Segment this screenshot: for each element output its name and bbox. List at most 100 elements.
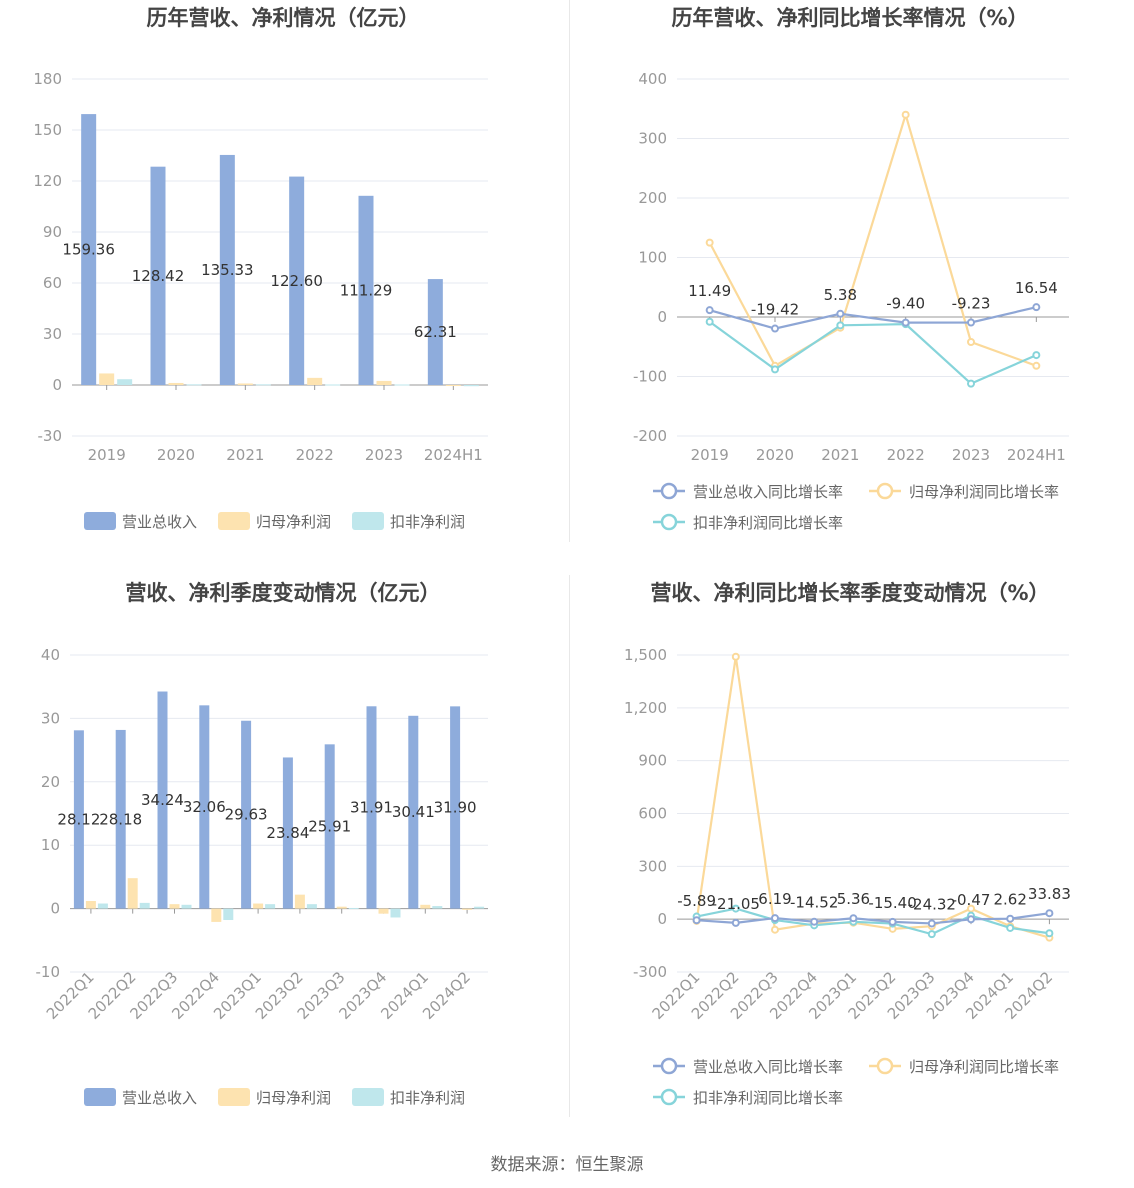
data-label: 135.33 — [201, 261, 254, 279]
y-tick-label: 0 — [50, 900, 60, 918]
bar-deducted-profit — [255, 384, 271, 386]
bar-net-profit — [127, 878, 138, 909]
bar-deducted-profit — [97, 903, 108, 909]
series-line-deducted-profit-growth — [696, 907, 1050, 936]
point-deducted-profit-growth — [836, 321, 845, 330]
legend-label: 归母净利润同比增长率 — [909, 1058, 1059, 1076]
y-tick-label: 900 — [638, 752, 667, 770]
bar-revenue — [282, 757, 293, 909]
x-tick-label: 2024H1 — [1007, 446, 1066, 464]
data-label: 31.91 — [350, 798, 393, 816]
bar-deducted-profit — [390, 908, 401, 918]
data-label: 62.31 — [414, 323, 457, 341]
bar-revenue — [73, 730, 84, 909]
legend-marker — [660, 513, 678, 531]
chart-title: 营收、净利同比增长率季度变动情况（%） — [650, 581, 1049, 605]
series-line-net-profit-growth — [695, 656, 1050, 939]
data-label: 5.36 — [837, 890, 870, 908]
data-label: -21.05 — [712, 895, 760, 913]
point-revenue-growth — [771, 324, 779, 333]
y-tick-label: 400 — [638, 70, 667, 88]
data-label: 6.19 — [758, 890, 791, 908]
point-revenue-growth — [836, 309, 845, 318]
bar-revenue — [157, 691, 168, 909]
legend-label: 扣非净利润同比增长率 — [693, 1089, 843, 1107]
point-net-profit-growth — [731, 652, 740, 661]
point-net-profit-growth — [967, 904, 975, 913]
bar-revenue — [450, 706, 461, 909]
bar-deducted-profit — [181, 904, 192, 909]
point-revenue-growth — [849, 914, 858, 923]
point-revenue-growth — [901, 318, 910, 327]
bar-revenue — [81, 114, 97, 385]
legend-label: 营业总收入 — [122, 1089, 197, 1107]
legend-swatch — [84, 512, 116, 530]
data-label: 111.29 — [340, 281, 393, 299]
y-tick-label: -300 — [633, 963, 667, 981]
y-tick-label: 1,500 — [624, 646, 667, 664]
legend-swatch — [218, 512, 250, 530]
bar-revenue — [408, 715, 419, 909]
bar-revenue — [358, 195, 374, 385]
point-revenue-growth — [967, 318, 975, 327]
bar-net-profit — [378, 908, 389, 914]
legend-marker — [876, 1057, 894, 1075]
point-revenue-growth — [1045, 909, 1054, 918]
legend-label: 扣非净利润 — [390, 1089, 465, 1107]
chart-title: 历年营收、净利同比增长率情况（%） — [671, 6, 1028, 30]
series-line-deducted-profit-growth — [709, 320, 1037, 385]
chart-title: 历年营收、净利情况（亿元） — [147, 6, 420, 30]
bar-deducted-profit — [432, 906, 443, 909]
series-line-net-profit-growth — [708, 110, 1037, 368]
point-revenue-growth — [705, 306, 714, 315]
y-tick-label: 1,200 — [624, 699, 667, 717]
legend-swatch — [84, 1088, 116, 1106]
data-label: 23.84 — [266, 824, 309, 842]
data-label: -24.32 — [908, 895, 956, 913]
bar-deducted-profit — [348, 907, 359, 909]
data-label: 28.18 — [99, 810, 142, 828]
point-revenue-growth — [967, 915, 975, 924]
legend-swatch — [352, 512, 384, 530]
series-line-revenue-growth — [709, 306, 1037, 330]
chart-annual-revenue-profit-svg: 历年营收、净利情况（亿元） -30 0 30 60 90 120 150 180 2019 2020… — [33, 6, 488, 531]
point-revenue-growth — [1032, 303, 1041, 312]
legend-label: 扣非净利润 — [390, 513, 465, 531]
bar-revenue — [427, 279, 443, 385]
data-source-note: 数据来源：恒生聚源 — [490, 1155, 644, 1175]
panel-divider-top — [569, 0, 570, 542]
data-label: 31.90 — [434, 798, 477, 816]
bar-net-profit — [307, 377, 323, 385]
bar-net-profit — [336, 906, 347, 909]
bar-net-profit — [211, 908, 222, 922]
point-revenue-growth — [1006, 914, 1015, 923]
data-label: -0.47 — [952, 891, 991, 909]
bar-net-profit — [99, 373, 115, 385]
data-label: 34.24 — [141, 791, 184, 809]
data-label: 28.12 — [57, 810, 100, 828]
bar-revenue — [241, 720, 252, 909]
y-tick-label: 0 — [657, 308, 667, 326]
y-tick-label: 300 — [638, 130, 667, 148]
point-deducted-profit-growth — [1032, 351, 1041, 360]
bar-net-profit — [169, 904, 180, 909]
y-tick-label: 300 — [638, 857, 667, 875]
y-tick-label: 100 — [638, 249, 667, 267]
bar-net-profit — [462, 908, 473, 910]
point-revenue-growth — [888, 917, 897, 926]
data-label: 5.38 — [824, 286, 857, 304]
legend-label: 归母净利润 — [256, 513, 331, 531]
x-tick-label: 2023 — [952, 446, 990, 464]
point-deducted-profit-growth — [927, 930, 936, 939]
point-revenue-growth — [692, 916, 701, 925]
bar-deducted-profit — [306, 904, 317, 909]
x-tick-label: 2019 — [691, 446, 729, 464]
y-tick-label: 150 — [33, 121, 62, 139]
data-label: -19.42 — [751, 301, 799, 319]
bar-deducted-profit — [463, 385, 479, 387]
data-label: 16.54 — [1015, 279, 1058, 297]
chart-quarterly-growth-rate: 营收、净利同比增长率季度变动情况（%） -300 0 300 600 900 1,200 1,… — [567, 575, 1134, 1150]
x-tick-label: 2022 — [887, 446, 925, 464]
y-tick-label: 0 — [657, 910, 667, 928]
bar-deducted-profit — [117, 379, 133, 385]
